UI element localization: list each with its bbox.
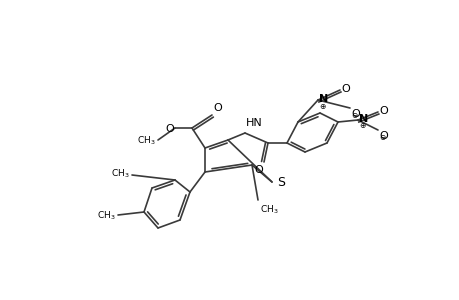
Text: O: O — [254, 165, 263, 175]
Text: CH$_3$: CH$_3$ — [259, 203, 278, 215]
Text: N: N — [358, 114, 368, 124]
Text: O: O — [350, 109, 359, 119]
Text: ⊖: ⊖ — [350, 112, 356, 121]
Text: O: O — [340, 84, 349, 94]
Text: O: O — [165, 124, 174, 134]
Text: N: N — [318, 94, 328, 104]
Text: O: O — [378, 106, 387, 116]
Text: O: O — [213, 103, 221, 113]
Text: S: S — [276, 176, 285, 190]
Text: ⊕: ⊕ — [318, 101, 325, 110]
Text: O: O — [378, 131, 387, 141]
Text: ⊕: ⊕ — [358, 122, 364, 130]
Text: ⊖: ⊖ — [378, 134, 384, 142]
Text: HN: HN — [246, 118, 262, 128]
Text: CH$_3$: CH$_3$ — [111, 168, 130, 180]
Text: CH$_3$: CH$_3$ — [137, 135, 156, 147]
Text: CH$_3$: CH$_3$ — [97, 210, 116, 222]
